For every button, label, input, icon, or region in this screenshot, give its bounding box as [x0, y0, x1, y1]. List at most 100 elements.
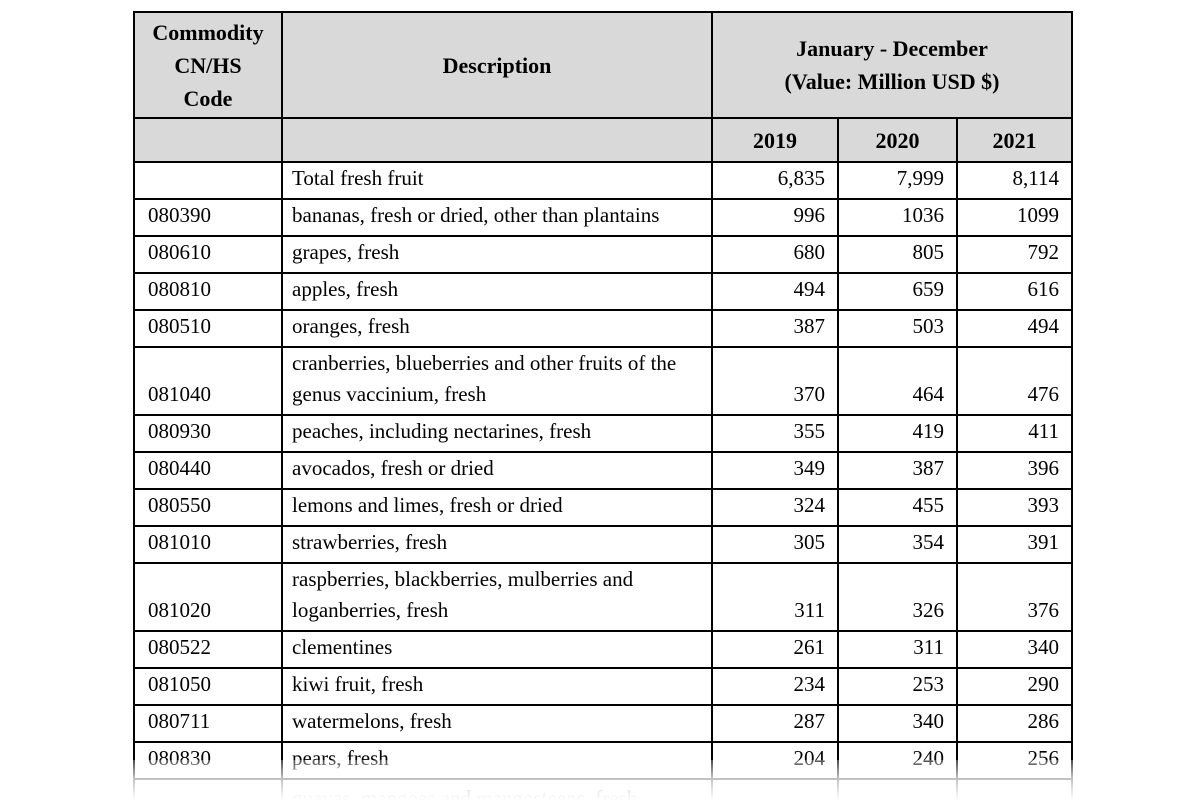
cell-description: guavas, mangoes and mangosteens, fresh [281, 778, 713, 800]
header-empty-code [133, 117, 283, 163]
cell-value-2019: 996 [711, 198, 839, 237]
table-row: 080510 oranges, fresh 387 503 494 [133, 309, 1074, 348]
cell-value-2020: 455 [837, 488, 958, 527]
table-row: 081040 cranberries, blueberries and othe… [133, 346, 1074, 416]
header-description: Description [281, 11, 713, 119]
cell-value-2019: 355 [711, 414, 839, 453]
cell-value-2019: 261 [711, 630, 839, 669]
cell-value-2021 [955, 778, 1074, 800]
cell-code: 080550 [133, 488, 283, 527]
cell-value-2019 [711, 778, 839, 800]
cell-code: 081010 [133, 525, 283, 564]
cell-value-2021: 411 [955, 414, 1074, 453]
cell-value-2019: 287 [711, 704, 839, 743]
cell-value-2020: 464 [837, 346, 958, 416]
cell-code: 080522 [133, 630, 283, 669]
header-period: January - December (Value: Million USD $… [710, 11, 1074, 119]
cell-description: grapes, fresh [281, 235, 713, 274]
cell-value-2019: 311 [711, 562, 839, 632]
cell-code [133, 161, 283, 200]
cell-value-2019: 349 [711, 451, 839, 490]
table-body: Total fresh fruit 6,835 7,999 8,114 0803… [133, 161, 1074, 800]
cell-value-2021: 1099 [955, 198, 1074, 237]
cell-value-2020: 340 [837, 704, 958, 743]
cell-value-2020: 387 [837, 451, 958, 490]
table-row: 081050 kiwi fruit, fresh 234 253 290 [133, 667, 1074, 706]
table-row: 080711 watermelons, fresh 287 340 286 [133, 704, 1074, 743]
cell-code: 080610 [133, 235, 283, 274]
cell-value-2021: 792 [955, 235, 1074, 274]
cell-value-2020: 419 [837, 414, 958, 453]
cell-description: raspberries, blackberries, mulberries an… [281, 562, 713, 632]
table-row: 080830 pears, fresh 204 240 256 [133, 741, 1074, 780]
cell-value-2020 [837, 778, 958, 800]
cell-code: 080810 [133, 272, 283, 311]
cell-value-2021: 256 [955, 741, 1074, 780]
header-year-2020: 2020 [837, 117, 958, 163]
cell-value-2021: 8,114 [955, 161, 1074, 200]
header-year-2019: 2019 [711, 117, 839, 163]
table-row: 080610 grapes, fresh 680 805 792 [133, 235, 1074, 274]
table-row: 081020 raspberries, blackberries, mulber… [133, 562, 1074, 632]
cell-code [133, 778, 283, 800]
cell-value-2020: 240 [837, 741, 958, 780]
cell-value-2020: 354 [837, 525, 958, 564]
table-header: Commodity CN/HS Code Description January… [133, 11, 1074, 163]
cell-value-2020: 311 [837, 630, 958, 669]
cell-value-2019: 234 [711, 667, 839, 706]
table-row: 081010 strawberries, fresh 305 354 391 [133, 525, 1074, 564]
cell-value-2021: 391 [955, 525, 1074, 564]
table-row: 080550 lemons and limes, fresh or dried … [133, 488, 1074, 527]
cell-code: 080830 [133, 741, 283, 780]
cell-code: 081020 [133, 562, 283, 632]
cell-code: 080711 [133, 704, 283, 743]
cell-value-2020: 805 [837, 235, 958, 274]
cell-value-2020: 503 [837, 309, 958, 348]
cell-description: strawberries, fresh [281, 525, 713, 564]
cell-value-2019: 370 [711, 346, 839, 416]
cell-code: 080510 [133, 309, 283, 348]
commodity-trade-table: Commodity CN/HS Code Description January… [133, 11, 1074, 800]
cell-value-2019: 387 [711, 309, 839, 348]
table-row: guavas, mangoes and mangosteens, fresh [133, 778, 1074, 800]
cell-description: cranberries, blueberries and other fruit… [281, 346, 713, 416]
cell-value-2020: 659 [837, 272, 958, 311]
cell-description: oranges, fresh [281, 309, 713, 348]
table-row: 080390 bananas, fresh or dried, other th… [133, 198, 1074, 237]
header-row-years: 2019 2020 2021 [133, 117, 1074, 163]
table-row: 080930 peaches, including nectarines, fr… [133, 414, 1074, 453]
cell-value-2019: 305 [711, 525, 839, 564]
cell-value-2020: 1036 [837, 198, 958, 237]
cell-code: 080930 [133, 414, 283, 453]
cell-value-2021: 286 [955, 704, 1074, 743]
table-row: 080440 avocados, fresh or dried 349 387 … [133, 451, 1074, 490]
cell-value-2020: 326 [837, 562, 958, 632]
cell-value-2019: 6,835 [711, 161, 839, 200]
header-year-2021: 2021 [955, 117, 1074, 163]
cell-value-2019: 494 [711, 272, 839, 311]
header-commodity-code: Commodity CN/HS Code [133, 11, 283, 119]
cell-value-2021: 376 [955, 562, 1074, 632]
cell-value-2019: 204 [711, 741, 839, 780]
cell-value-2021: 396 [955, 451, 1074, 490]
table-row: 080522 clementines 261 311 340 [133, 630, 1074, 669]
cell-value-2021: 290 [955, 667, 1074, 706]
cell-description: apples, fresh [281, 272, 713, 311]
cell-value-2019: 324 [711, 488, 839, 527]
cell-description: watermelons, fresh [281, 704, 713, 743]
cell-value-2021: 476 [955, 346, 1074, 416]
cell-description: lemons and limes, fresh or dried [281, 488, 713, 527]
cell-code: 080390 [133, 198, 283, 237]
cell-code: 081050 [133, 667, 283, 706]
cell-description: clementines [281, 630, 713, 669]
table-row: 080810 apples, fresh 494 659 616 [133, 272, 1074, 311]
cell-value-2021: 340 [955, 630, 1074, 669]
header-empty-description [281, 117, 713, 163]
cell-code: 081040 [133, 346, 283, 416]
table-row: Total fresh fruit 6,835 7,999 8,114 [133, 161, 1074, 200]
cell-value-2021: 494 [955, 309, 1074, 348]
cell-description: Total fresh fruit [281, 161, 713, 200]
header-row-main: Commodity CN/HS Code Description January… [133, 11, 1074, 119]
cell-value-2021: 616 [955, 272, 1074, 311]
cell-value-2021: 393 [955, 488, 1074, 527]
